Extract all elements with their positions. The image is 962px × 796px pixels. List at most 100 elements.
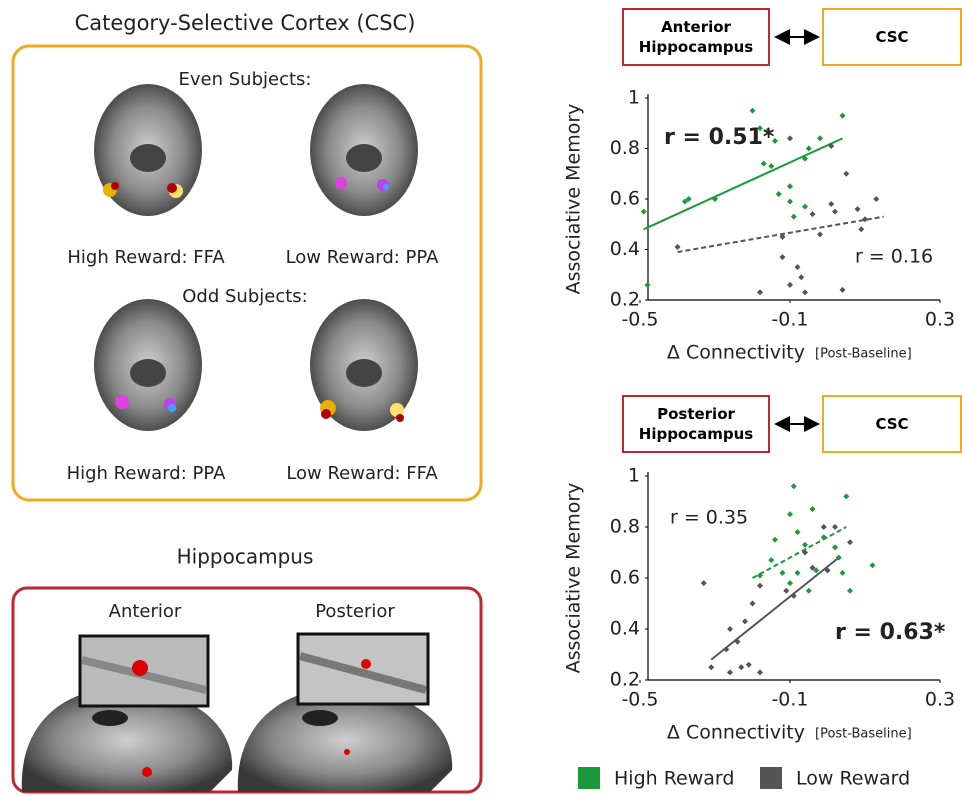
correlation-label: r = 0.51* — [664, 125, 775, 150]
legend-swatch — [760, 767, 782, 789]
x-axis-label: Δ Connectivity — [667, 722, 805, 744]
data-point — [757, 289, 763, 295]
x-tick-label: -0.1 — [771, 309, 808, 331]
region-box: Posterior Hippocampus — [622, 395, 770, 453]
data-point — [727, 626, 733, 632]
data-point — [780, 570, 786, 576]
legend-label: Low Reward — [796, 768, 910, 790]
y-tick-label: 0.8 — [610, 137, 640, 159]
hippocampus-label: Anterior — [109, 601, 182, 622]
data-point — [791, 214, 797, 220]
x-tick-label: 0.3 — [925, 689, 955, 711]
data-point — [723, 646, 729, 652]
data-point — [750, 601, 756, 607]
data-point — [757, 669, 763, 675]
data-point — [855, 206, 861, 212]
data-point — [858, 226, 864, 232]
even-heading: Even Subjects: — [179, 69, 312, 90]
y-tick-label: 1 — [628, 87, 640, 109]
x-tick-label: -0.5 — [621, 689, 658, 711]
data-point — [795, 264, 801, 270]
data-point — [840, 287, 846, 293]
brain-label: High Reward: PPA — [67, 463, 226, 484]
brain-axial — [94, 84, 418, 216]
y-tick-label: 0.6 — [610, 567, 640, 589]
data-point — [783, 588, 789, 594]
data-point — [795, 570, 801, 576]
data-point — [840, 113, 846, 119]
hippocampus-label: Posterior — [315, 601, 395, 622]
y-tick-label: 1 — [628, 465, 640, 487]
data-point — [795, 529, 801, 535]
data-point — [641, 209, 647, 215]
correlation-label: r = 0.35 — [670, 507, 748, 529]
x-axis-label-note: [Post-Baseline] — [815, 727, 912, 742]
data-point — [832, 524, 838, 530]
figure: Category-Selective Cortex (CSC) Even Sub… — [0, 0, 962, 796]
data-point — [675, 244, 681, 250]
data-point — [768, 163, 774, 169]
fit-line — [678, 217, 884, 252]
data-point — [821, 524, 827, 530]
data-point — [847, 539, 853, 545]
data-point — [787, 282, 793, 288]
data-point — [847, 588, 853, 594]
y-tick-label: 0.8 — [610, 516, 640, 538]
data-point — [870, 562, 876, 568]
brain-axial — [94, 299, 418, 431]
data-point — [843, 171, 849, 177]
data-point — [873, 196, 879, 202]
legend-swatch — [578, 767, 600, 789]
data-point — [862, 216, 868, 222]
legend-label: High Reward — [614, 768, 734, 790]
data-point — [791, 593, 797, 599]
data-point — [645, 282, 651, 288]
data-point — [806, 588, 812, 594]
data-point — [817, 231, 823, 237]
data-point — [810, 506, 816, 512]
data-point — [802, 289, 808, 295]
region-box: CSC — [822, 395, 962, 453]
fit-line — [753, 527, 847, 578]
x-tick-label: -0.1 — [771, 689, 808, 711]
data-point — [787, 511, 793, 517]
data-point — [776, 191, 782, 197]
data-point — [746, 662, 752, 668]
data-point — [817, 135, 823, 141]
correlation-label: r = 0.63* — [835, 620, 946, 645]
odd-heading: Odd Subjects: — [182, 286, 307, 307]
data-point — [757, 583, 763, 589]
y-tick-label: 0.6 — [610, 188, 640, 210]
figure-canvas: Category-Selective Cortex (CSC) Even Sub… — [0, 0, 962, 796]
data-point — [832, 209, 838, 215]
data-point — [828, 201, 834, 207]
data-point — [701, 580, 707, 586]
x-tick-label: 0.3 — [925, 309, 955, 331]
csc-box — [13, 46, 481, 500]
data-point — [708, 664, 714, 670]
y-tick-label: 0.4 — [610, 238, 640, 260]
y-axis-label: Associative Memory — [563, 483, 585, 674]
data-point — [780, 254, 786, 260]
data-point — [840, 570, 846, 576]
y-axis-label: Associative Memory — [563, 104, 585, 295]
x-axis-label-note: [Post-Baseline] — [815, 347, 912, 362]
data-point — [832, 544, 838, 550]
hippocampus-title: Hippocampus — [177, 545, 314, 569]
correlation-label: r = 0.16 — [855, 246, 933, 268]
data-point — [768, 557, 774, 563]
data-point — [802, 204, 808, 210]
brain-label: Low Reward: PPA — [286, 247, 440, 268]
data-point — [787, 135, 793, 141]
data-point — [791, 483, 797, 489]
data-point — [750, 108, 756, 114]
data-point — [761, 161, 767, 167]
y-tick-label: 0.4 — [610, 618, 640, 640]
data-point — [772, 537, 778, 543]
data-point — [806, 146, 812, 152]
y-tick-label: 0.2 — [610, 289, 640, 311]
y-tick-label: 0.2 — [610, 669, 640, 691]
csc-title: Category-Selective Cortex (CSC) — [75, 11, 416, 35]
data-point — [821, 534, 827, 540]
fit-line — [711, 558, 839, 660]
